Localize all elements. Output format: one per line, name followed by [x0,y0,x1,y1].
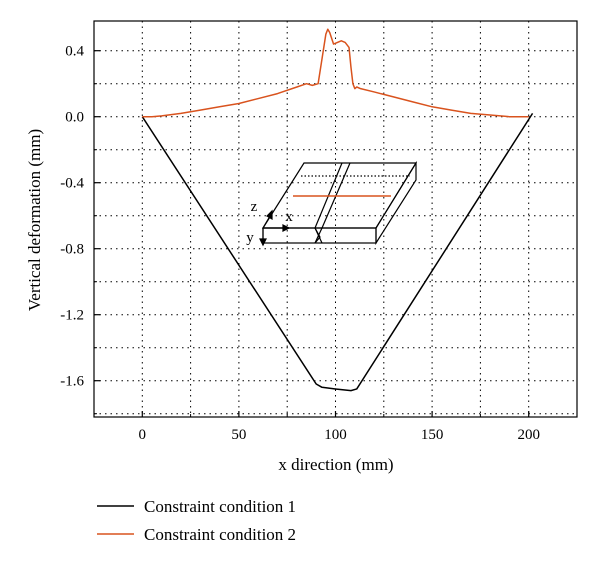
y-tick-label: -1.2 [60,308,84,324]
legend-label-series-1: Constraint condition 1 [144,497,296,516]
x-tick-label: 150 [421,427,444,443]
y-tick-label: -1.6 [60,374,84,390]
inset-axis-label-x: x [285,209,293,225]
grid [94,21,577,417]
y-tick-label: -0.4 [60,176,84,192]
x-tick-label: 200 [517,427,540,443]
y-tick-label: -0.8 [60,242,84,258]
axis-arrowhead-y [259,238,267,247]
x-tick-label: 100 [324,427,347,443]
y-axis-title: Vertical deformation (mm) [25,129,44,311]
x-tick-label: 50 [231,427,246,443]
plate-schematic [259,160,418,247]
weld-cross-b [314,227,323,244]
y-tick-label: 0.0 [65,110,84,126]
y-tick-label: 0.4 [65,44,84,60]
series-line-1 [141,112,534,392]
series-layer [141,28,534,392]
ticks: 0 50 100 150 200 0.4 0.0 -0.4 -0.8 -1.2 -1.6 [60,44,540,443]
axis-arrowhead-z [266,209,273,221]
series-line-2 [142,28,529,118]
x-tick-label: 0 [139,427,147,443]
legend-label-series-2: Constraint condition 2 [144,525,296,544]
axis-arrow-z [262,215,271,229]
x-axis-title: x direction (mm) [278,455,393,474]
axis-arrowhead-x [282,224,291,232]
legend: Constraint condition 1 Constraint condit… [97,497,296,544]
plate-side-face [375,160,417,246]
inset-axis-label-z: z [251,199,258,215]
inset-axis-label-y: y [246,230,254,246]
